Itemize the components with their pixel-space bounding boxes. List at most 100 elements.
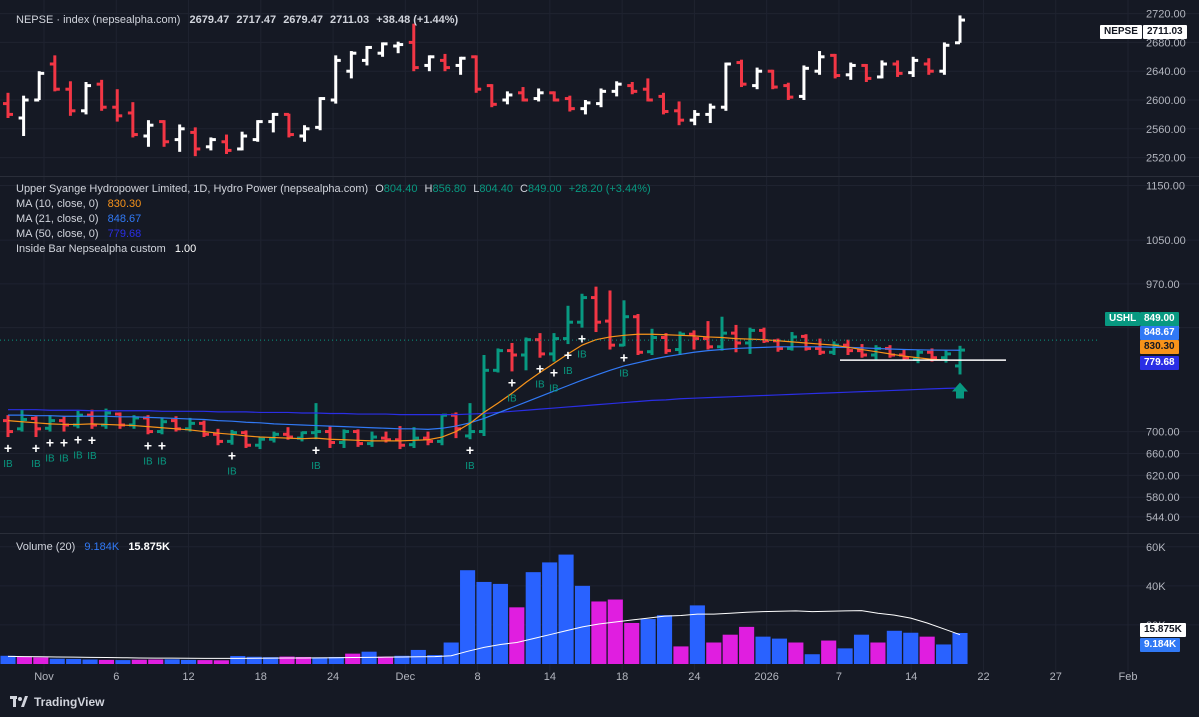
nepse-bar [908,56,919,77]
nepse-tick-label: 2560.00 [1146,124,1186,136]
nepse-bar [439,53,450,72]
volume-bar [98,659,115,664]
ushl-bar [829,341,839,355]
ushl-bar [395,426,405,450]
volume-bar [345,653,361,664]
nepse-bar [658,92,669,115]
nepse-bar [205,137,216,151]
ushl-bar [661,333,671,354]
x-tick-label: 8 [475,671,481,683]
nepse-bar [18,95,29,136]
ma50-value: 779.68 [107,228,142,240]
volume-bar [870,642,886,664]
volume-bar [49,658,65,664]
ushl-bar [437,413,447,446]
nepse-bar [237,131,248,151]
volume-bar [377,656,394,664]
x-tick-label: 18 [616,671,628,683]
ushl-bar [185,417,195,432]
ushl-bar [745,327,755,354]
volume-bar [837,648,853,664]
nepse-bar [939,42,950,75]
inside-bar-legend[interactable]: Inside Bar Nepsealpha custom 1.00 [16,243,196,255]
ushl-bar [199,420,209,438]
inside-bar-label: IB [157,456,167,467]
nepse-bar [330,55,341,104]
volume-bar [574,585,591,664]
volume-ma-line [7,610,961,659]
nepse-bar [377,42,388,57]
volume-bar [492,583,508,664]
x-tick-label: 6 [113,671,119,683]
pane-separator-2[interactable] [0,533,1199,534]
ushl-symbol-badge: USHL [1105,312,1141,326]
nepse-symbol-badge: NEPSE [1100,25,1142,39]
ma21-price-badge: 848.67 [1140,326,1179,340]
nepse-bar [486,84,497,108]
inside-bar-label: IB [465,461,475,472]
x-tick-label: Nov [34,671,54,683]
nepse-bar [502,91,513,105]
ushl-bar [591,286,601,333]
volume-bar [952,632,968,664]
x-tick-label: 27 [1050,671,1062,683]
ma10-label: MA (10, close, 0) [16,198,99,210]
volume-bar [936,644,952,664]
volume-bar [263,657,279,664]
inside-bar-label: IB [31,459,41,470]
volume-bar [197,660,213,664]
ushl-high: 856.80 [432,183,467,195]
ushl-bar [619,300,629,347]
volume-bar [328,656,344,664]
volume-bar [33,657,49,664]
ushl-bar [255,437,265,450]
ib-value: 1.00 [174,243,197,255]
pane-separator-1[interactable] [0,176,1199,177]
volume-bar [607,599,623,664]
ma10-legend[interactable]: MA (10, close, 0) 830.30 [16,198,141,210]
ma21-legend[interactable]: MA (21, close, 0) 848.67 [16,213,141,225]
ushl-low: 804.40 [479,183,513,195]
nepse-bar [471,55,482,93]
nepse-bar [424,55,435,72]
ushl-bar [941,350,951,363]
ushl-bar [759,327,769,343]
nepse-tick-label: 2520.00 [1146,153,1186,165]
ushl-bar [493,348,503,373]
inside-bar-plus-marker: + [550,365,558,381]
nepse-bar [159,120,170,147]
nepse-bar [252,120,263,142]
ushl-bar [423,431,433,446]
ma21-value: 848.67 [107,213,142,225]
ushl-bar [367,431,377,447]
volume-bar [591,601,607,664]
ushl-bar [339,429,349,448]
inside-bar-label: IB [507,393,517,404]
ma50-label: MA (50, close, 0) [16,228,99,240]
ushl-bar [325,426,335,448]
inside-bar-label: IB [227,467,237,478]
ushl-tick-label: 700.00 [1146,427,1180,439]
volume-bar [558,554,574,664]
volume-bar [657,615,673,664]
inside-bar-label: IB [619,368,629,379]
ushl-bar [605,290,615,350]
nepse-bar [549,91,560,102]
volume-bar [722,634,738,664]
x-tick-label: 2026 [754,671,778,683]
buy-signal-arrow-icon [952,382,968,399]
ma10-value: 830.30 [107,198,142,210]
nepse-bar [876,60,887,79]
nepse-bar [627,82,638,95]
ushl-bar [479,355,489,436]
ushl-bar [213,428,223,446]
x-tick-label: 14 [905,671,917,683]
ma50-legend[interactable]: MA (50, close, 0) 779.68 [16,228,141,240]
volume-header[interactable]: Volume (20) 9.184K 15.875K [16,541,170,553]
nepse-bar [221,134,232,154]
nepse-bar [767,69,778,90]
tradingview-brand[interactable]: TradingView [10,692,104,712]
ma50-price-badge: 779.68 [1140,356,1179,370]
ma50-line [8,387,961,416]
